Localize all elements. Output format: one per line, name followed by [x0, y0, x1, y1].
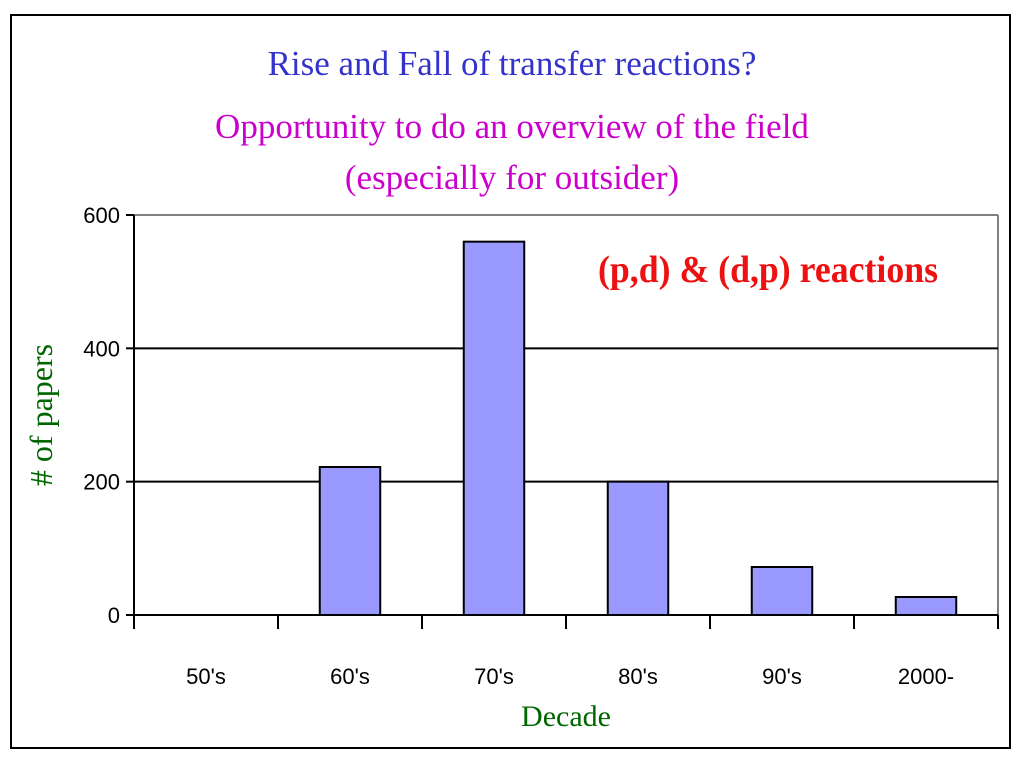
x-tick-label: 50's	[186, 664, 226, 689]
bar-70's	[462, 240, 526, 617]
x-tick-labels: 50's 60's 70's 80's 90's 2000-	[186, 664, 954, 689]
bar-90's	[750, 566, 814, 616]
chart-subtitle-line-2: (especially for outsider)	[344, 158, 680, 197]
y-tick-label: 600	[83, 203, 120, 228]
bars	[318, 240, 958, 617]
y-axis-label: # of papers	[23, 344, 59, 486]
gridlines	[134, 214, 999, 615]
y-tick-label: 200	[83, 470, 120, 495]
x-tick-label: 60's	[330, 664, 370, 689]
bar-60's	[318, 466, 382, 616]
y-tick-labels: 0 200 400 600	[83, 203, 120, 628]
chart-annotation: (p,d) & (d,p) reactions	[598, 249, 938, 291]
bar-2000-	[894, 596, 958, 616]
axes	[126, 214, 999, 629]
x-tick-label: 90's	[762, 664, 802, 689]
x-tick-label: 2000-	[898, 664, 954, 689]
y-tick-label: 400	[83, 336, 120, 361]
x-tick-label: 80's	[618, 664, 658, 689]
x-tick-label: 70's	[474, 664, 514, 689]
chart-title: Rise and Fall of transfer reactions?	[267, 44, 757, 83]
bar-80's	[606, 480, 670, 616]
y-tick-label: 0	[108, 603, 120, 628]
chart-subtitle-line-1: Opportunity to do an overview of the fie…	[215, 107, 809, 146]
x-axis-label: Decade	[521, 700, 611, 733]
